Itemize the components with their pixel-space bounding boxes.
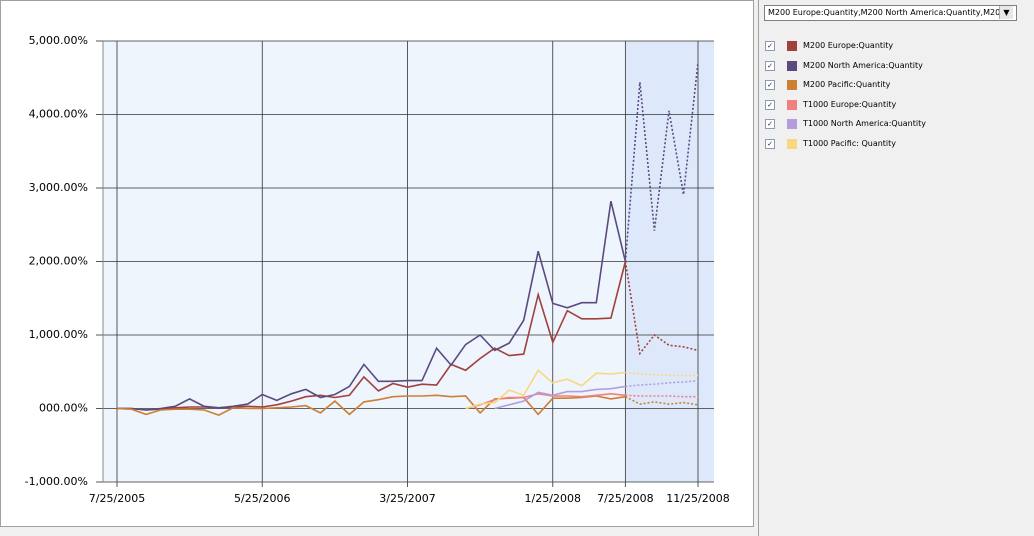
- series-line: [494, 385, 626, 410]
- x-tick-label: 11/25/2008: [666, 492, 729, 505]
- checkbox[interactable]: ✓: [765, 119, 775, 129]
- y-tick-label: 2,000.00%: [29, 255, 88, 268]
- y-tick-label: 1,000.00%: [29, 328, 88, 341]
- chart: -1,000.00% 000.00% 1,000.00% 2,000.00% 3,000…: [0, 0, 754, 527]
- legend-swatch: [787, 119, 797, 129]
- legend-item: ✓ M200 Pacific:Quantity: [765, 79, 965, 91]
- checkbox[interactable]: ✓: [765, 80, 775, 90]
- forecast-line: [624, 261, 699, 356]
- legend-swatch: [787, 99, 797, 110]
- x-tick-label: 3/25/2007: [379, 492, 435, 505]
- legend-swatch: [787, 41, 797, 51]
- x-tick-label: 1/25/2008: [525, 492, 581, 505]
- x-tick-label: 5/25/2006: [234, 492, 290, 505]
- legend-label: M200 Europe:Quantity: [803, 41, 894, 50]
- y-tick-label: 5,000.00%: [29, 34, 88, 47]
- dropdown-button[interactable]: ▼: [999, 6, 1013, 19]
- frame: [0, 0, 754, 527]
- legend-panel: M200 Europe:Quantity,M200 North America:…: [758, 0, 1034, 536]
- x-tick-label: 7/25/2005: [89, 492, 145, 505]
- legend-item: ✓ M200 Europe:Quantity: [765, 40, 965, 52]
- legend-item: ✓ M200 North America:Quantity: [765, 60, 965, 72]
- forecast-line: [625, 371, 698, 377]
- forecast-line: [625, 379, 699, 388]
- checkbox[interactable]: ✓: [765, 41, 775, 51]
- checkbox[interactable]: ✓: [765, 138, 775, 149]
- legend-item: ✓ T1000 Pacific: Quantity: [765, 138, 965, 150]
- legend-label: T1000 North America:Quantity: [803, 119, 926, 128]
- legend-swatch: [787, 138, 797, 149]
- legend-label: T1000 Pacific: Quantity: [803, 138, 897, 148]
- checkbox[interactable]: ✓: [765, 60, 775, 71]
- y-tick-label: 3,000.00%: [29, 181, 88, 194]
- legend-item: ✓ T1000 Europe:Quantity: [765, 99, 965, 111]
- y-tick-label: 000.00%: [39, 402, 88, 415]
- x-tick-label: 7/25/2008: [597, 492, 653, 505]
- forecast-line: [624, 62, 699, 262]
- legend-label: M200 North America:Quantity: [803, 60, 923, 70]
- series-line: [465, 392, 626, 410]
- series-line: [116, 394, 626, 416]
- y-tick-label: -1,000.00%: [25, 475, 88, 488]
- legend-swatch: [787, 60, 797, 71]
- forecast-line: [625, 394, 698, 398]
- series-line: [117, 201, 627, 411]
- series-line: [465, 369, 626, 410]
- legend-swatch: [787, 80, 797, 90]
- checkbox[interactable]: ✓: [765, 99, 775, 110]
- legend-item: ✓ T1000 North America:Quantity: [765, 118, 965, 130]
- series-selector[interactable]: M200 Europe:Quantity,M200 North America:…: [764, 5, 1017, 21]
- forecast-line: [625, 395, 699, 406]
- legend-label: T1000 Europe:Quantity: [803, 99, 897, 109]
- series-line: [117, 261, 627, 411]
- legend-label: M200 Pacific:Quantity: [803, 80, 891, 89]
- y-tick-label: 4,000.00%: [29, 108, 88, 121]
